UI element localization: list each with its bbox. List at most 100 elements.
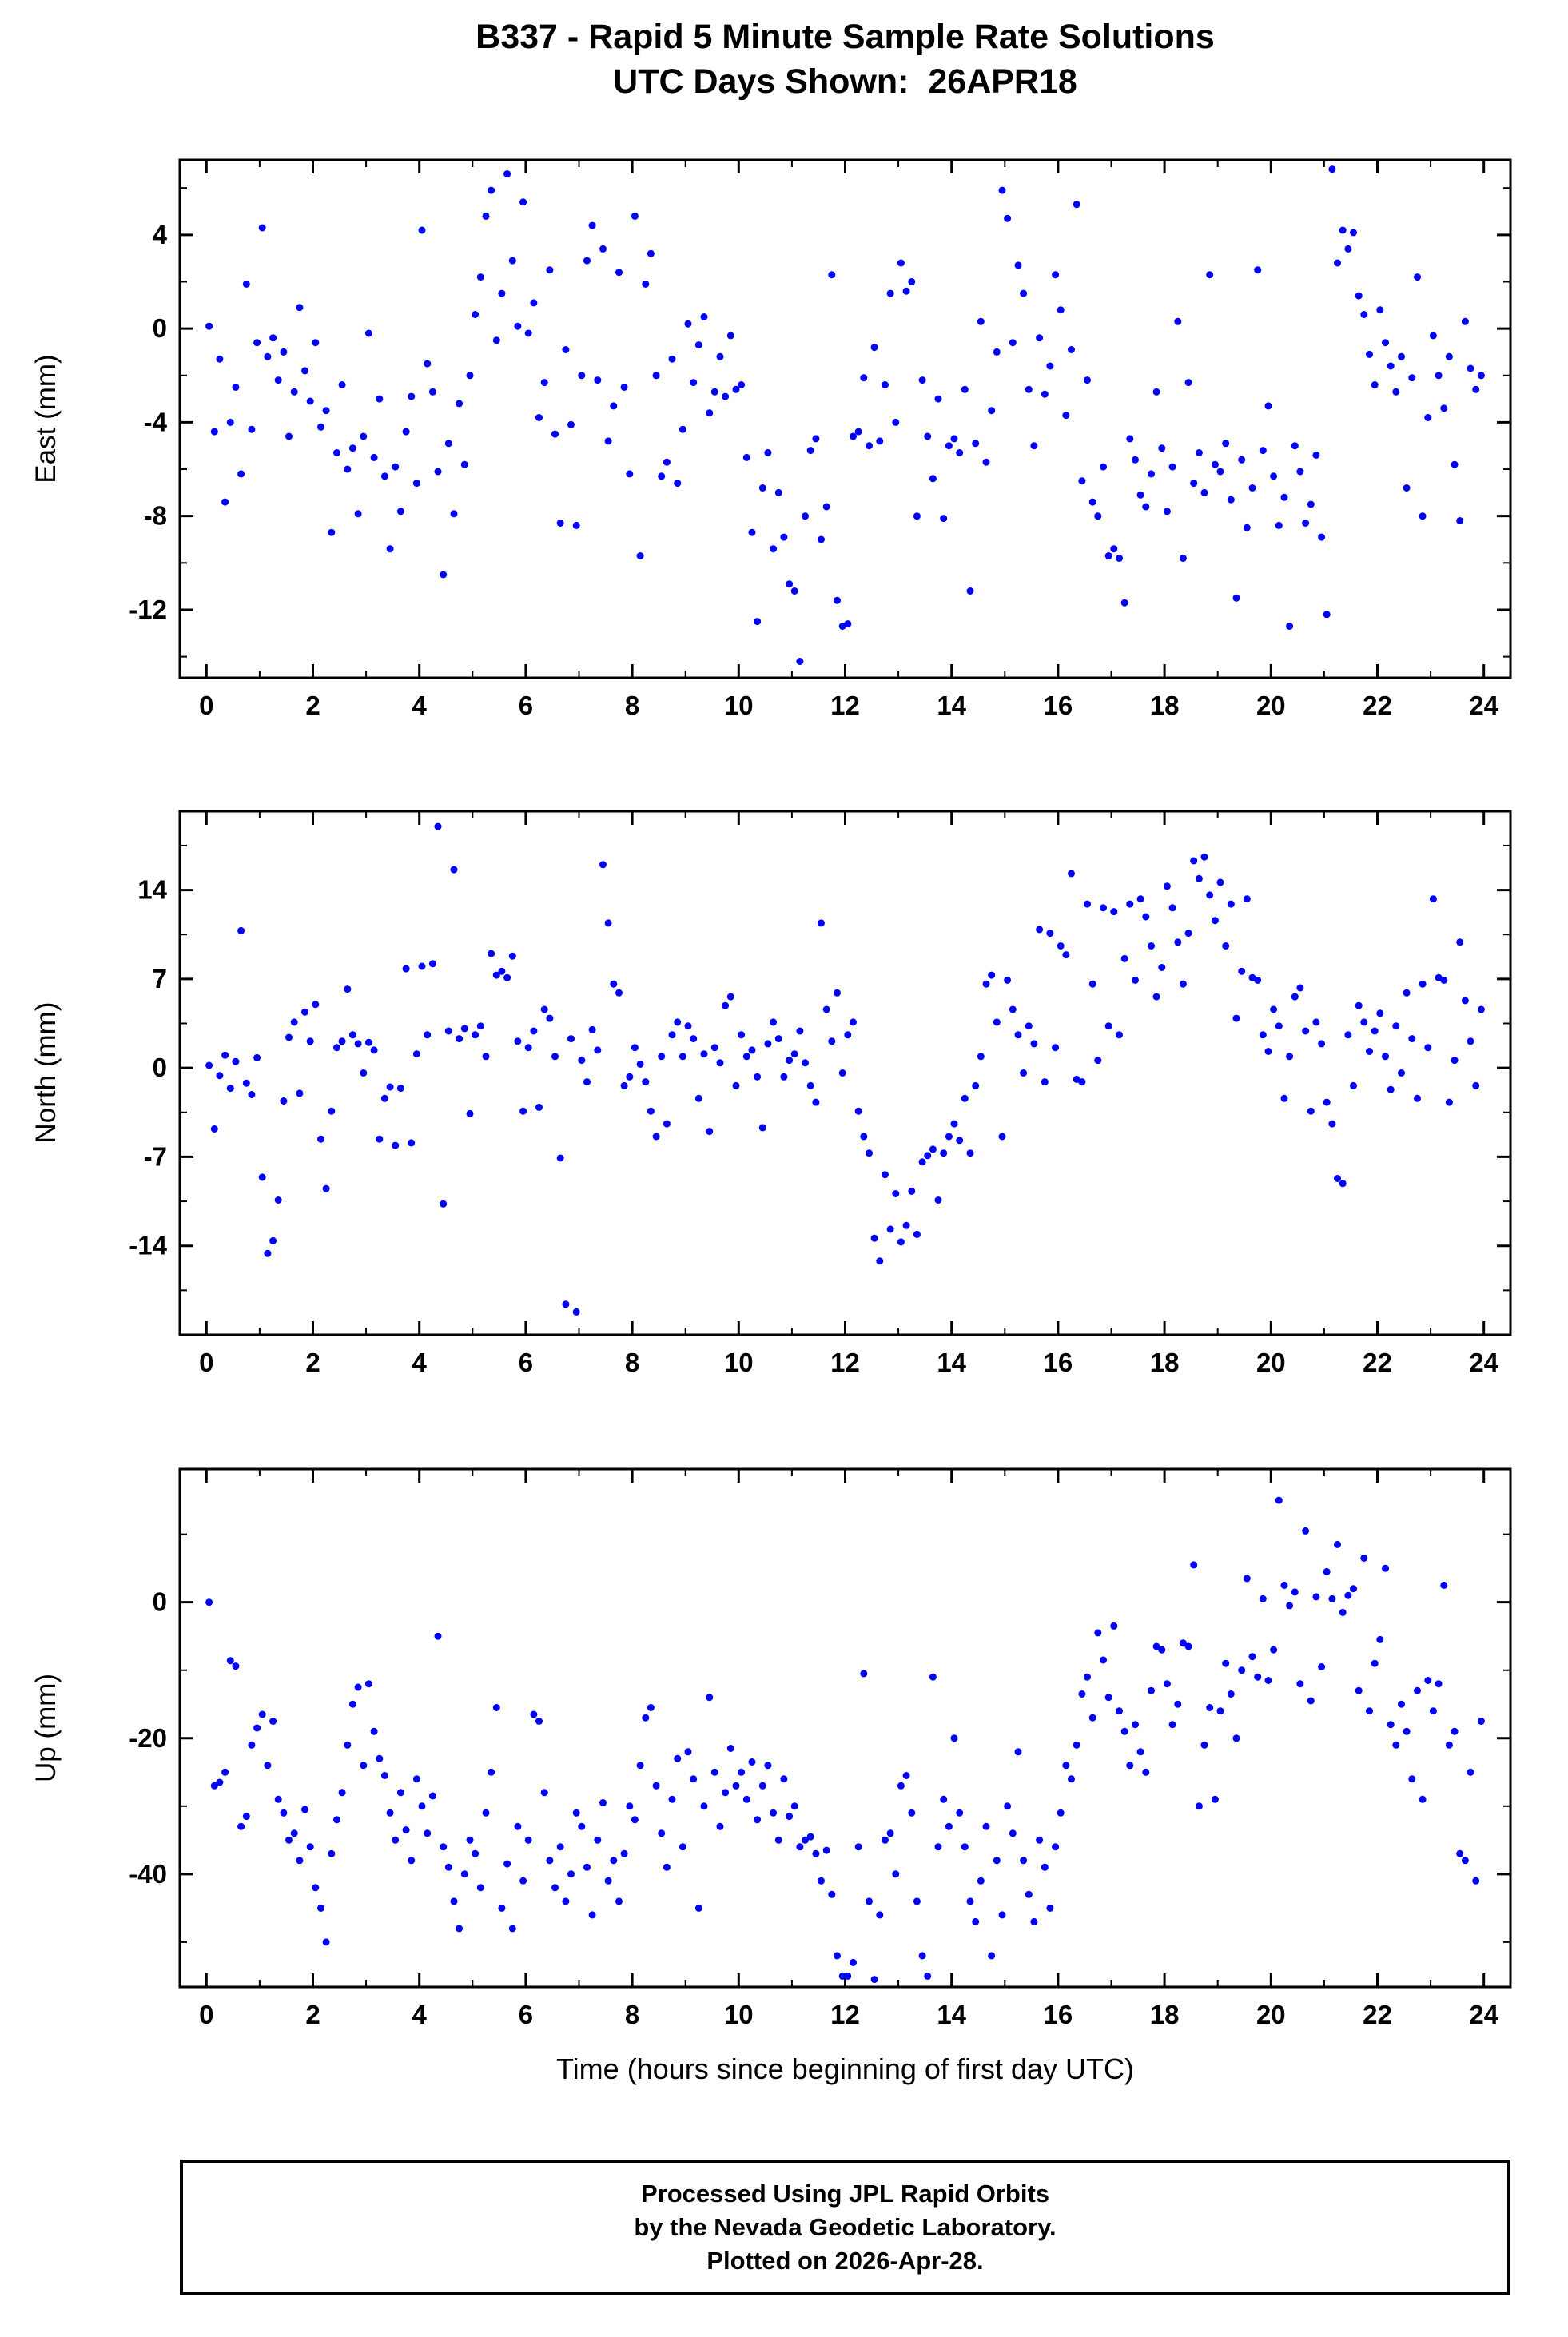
data-point — [1477, 1005, 1485, 1013]
data-point — [306, 1037, 314, 1045]
data-point — [424, 360, 432, 368]
data-point — [418, 962, 426, 970]
data-point — [460, 1870, 468, 1878]
data-point — [1158, 1646, 1166, 1654]
data-point — [599, 1799, 607, 1806]
y-tick-label: 7 — [153, 964, 167, 993]
data-point — [1445, 1098, 1453, 1106]
data-point — [982, 458, 990, 466]
data-point — [610, 402, 618, 410]
data-point — [440, 1843, 448, 1851]
data-point — [706, 1694, 714, 1702]
data-point — [296, 1857, 304, 1865]
data-point — [1222, 440, 1230, 448]
data-point — [1461, 997, 1469, 1005]
data-point — [758, 1782, 766, 1790]
data-point — [466, 1109, 474, 1117]
data-point — [572, 1809, 580, 1817]
data-point — [1216, 468, 1224, 476]
data-point — [615, 989, 623, 997]
data-point — [1136, 895, 1144, 903]
data-point — [1025, 1022, 1033, 1030]
data-point — [950, 1734, 958, 1742]
data-point — [1227, 1690, 1235, 1698]
data-point — [1387, 1085, 1395, 1093]
data-point — [631, 1816, 639, 1824]
data-point — [663, 1863, 671, 1871]
data-point — [221, 1768, 229, 1776]
data-point — [1004, 976, 1012, 984]
data-point — [306, 1843, 314, 1851]
data-point — [1100, 904, 1107, 912]
data-point — [1264, 402, 1272, 410]
data-point — [274, 376, 282, 384]
data-point — [972, 1917, 980, 1925]
data-point — [232, 1662, 240, 1670]
data-point — [684, 1022, 692, 1030]
data-point — [679, 425, 686, 433]
data-point — [716, 1059, 724, 1067]
data-point — [1291, 442, 1299, 450]
data-point — [1392, 1741, 1400, 1749]
data-point — [280, 1809, 288, 1817]
data-point — [934, 1843, 942, 1851]
data-point — [934, 1196, 942, 1204]
data-point — [1419, 980, 1427, 988]
x-tick-label: 16 — [1044, 691, 1073, 720]
data-point — [1126, 900, 1134, 908]
data-point — [860, 1133, 868, 1141]
data-point — [924, 1152, 932, 1160]
data-point — [1206, 1704, 1214, 1711]
data-point — [1158, 964, 1166, 971]
data-point — [1419, 512, 1427, 520]
data-point — [870, 1234, 878, 1242]
data-point — [1371, 1659, 1379, 1667]
data-point — [226, 1657, 234, 1665]
data-point — [897, 1238, 905, 1246]
data-point — [380, 472, 388, 480]
data-point — [551, 1053, 559, 1061]
data-point — [312, 339, 320, 347]
data-point — [870, 1976, 878, 1984]
data-point — [264, 352, 272, 360]
data-point — [1014, 261, 1022, 269]
data-point — [1227, 496, 1235, 504]
data-point — [248, 1091, 256, 1098]
data-point — [1264, 1677, 1272, 1684]
data-point — [1232, 1014, 1240, 1022]
data-point — [828, 271, 836, 279]
x-tick-label: 10 — [724, 2000, 754, 2029]
data-point — [1004, 214, 1012, 222]
data-point — [1179, 555, 1187, 562]
data-point — [604, 437, 612, 445]
data-point — [1152, 993, 1160, 1001]
data-point — [1116, 1707, 1123, 1715]
data-point — [588, 1025, 596, 1033]
data-point — [982, 1822, 990, 1830]
footer-line-2: by the Nevada Geodetic Laboratory. — [634, 2213, 1057, 2241]
data-point — [301, 367, 308, 375]
data-point — [620, 1849, 628, 1857]
data-point — [626, 470, 634, 478]
data-point — [1041, 1078, 1049, 1086]
data-point — [1036, 334, 1044, 342]
data-point — [1248, 484, 1256, 492]
data-point — [1451, 1727, 1459, 1735]
data-point — [604, 1877, 612, 1885]
data-point — [1136, 491, 1144, 499]
data-point — [658, 1053, 666, 1061]
data-point — [1339, 1608, 1347, 1616]
data-point — [818, 1877, 825, 1885]
data-point — [710, 388, 718, 396]
data-point — [376, 1135, 384, 1143]
data-point — [1254, 976, 1262, 984]
data-point — [636, 1060, 644, 1068]
data-point — [732, 385, 740, 393]
data-point — [1286, 1602, 1294, 1610]
data-point — [972, 1081, 980, 1089]
x-tick-label: 12 — [830, 1348, 860, 1377]
data-point — [790, 587, 798, 595]
data-point — [1344, 1591, 1352, 1599]
data-point — [1084, 1673, 1091, 1681]
data-point — [918, 376, 926, 384]
